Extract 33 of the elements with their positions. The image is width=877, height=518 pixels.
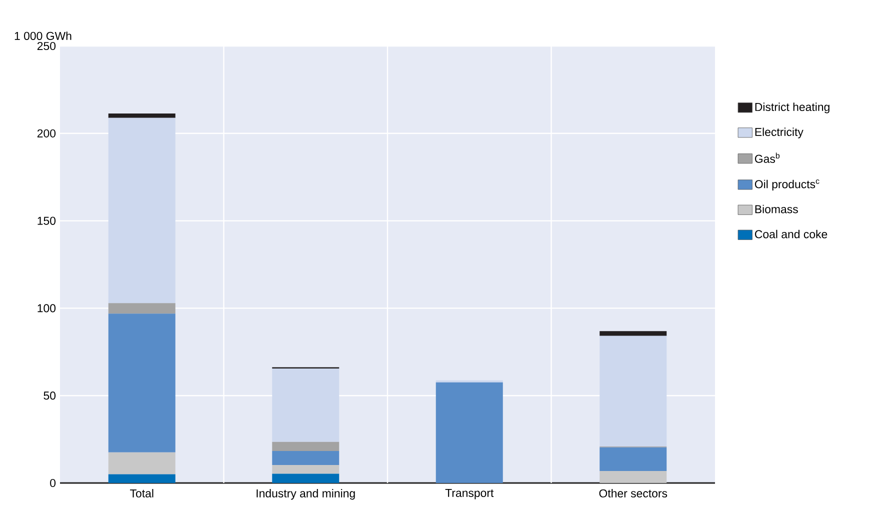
bar [272, 451, 340, 465]
bar [108, 474, 176, 483]
x-tick-label: Industry and mining [256, 489, 355, 500]
y-tick-label: 150 [38, 216, 56, 225]
bar [436, 382, 503, 483]
x-tick-label: Other sectors [599, 489, 668, 498]
x-tick-label: Total [130, 489, 154, 498]
bar [600, 331, 667, 336]
legend-label: Oil products$^{c}$ [754, 179, 820, 191]
legend-label: Biomass [755, 204, 798, 214]
y-tick-label: 0 [50, 478, 56, 488]
y-tick-label: 200 [37, 129, 56, 138]
bar [108, 118, 176, 304]
bar [108, 452, 176, 474]
legend-label: Electricity [755, 128, 804, 138]
bar [600, 447, 667, 471]
y-tick-label: 100 [38, 304, 56, 312]
legend-label: District heating [755, 102, 830, 114]
y-tick-label: 250 [37, 42, 56, 50]
x-tick-label: Transport [445, 489, 494, 500]
bar [108, 314, 176, 452]
bar [600, 470, 667, 483]
bar [272, 368, 340, 442]
bar [272, 474, 340, 483]
bar [272, 464, 340, 474]
bar [108, 303, 176, 314]
y-tick-label: 50 [44, 392, 56, 400]
bar [108, 113, 176, 118]
y-axis-title: 1 000 GWh [14, 32, 72, 40]
bar [600, 336, 667, 446]
bar [272, 442, 340, 452]
legend-label: Coal and coke [754, 230, 828, 238]
legend-label: Gas$^{b}$ [754, 152, 780, 163]
